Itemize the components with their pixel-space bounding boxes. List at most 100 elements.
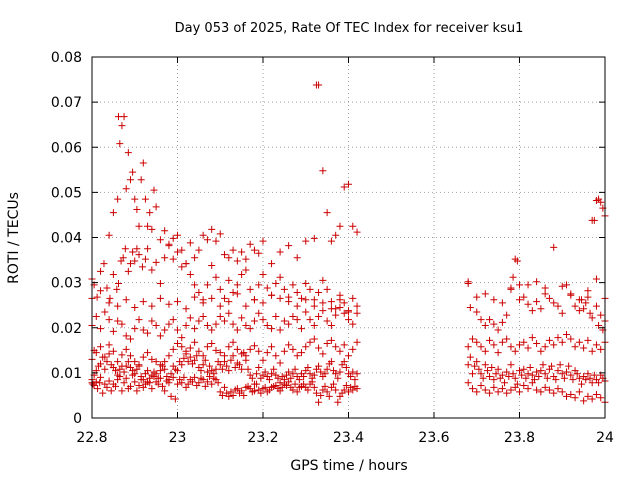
data-point xyxy=(597,345,605,353)
data-point xyxy=(310,302,318,310)
data-point xyxy=(139,298,147,306)
data-point xyxy=(197,367,205,375)
data-point xyxy=(131,325,139,333)
data-point xyxy=(233,281,241,289)
data-point xyxy=(191,356,199,364)
data-point xyxy=(537,388,545,396)
data-point xyxy=(238,350,246,358)
data-point xyxy=(131,257,139,265)
data-point xyxy=(174,326,181,334)
data-point xyxy=(144,329,152,337)
data-point xyxy=(584,293,592,301)
data-point xyxy=(114,302,122,310)
data-point xyxy=(97,373,105,381)
data-point xyxy=(588,379,596,387)
data-point xyxy=(103,383,111,391)
data-point xyxy=(332,370,340,378)
data-point xyxy=(97,325,105,333)
data-point xyxy=(552,376,560,384)
data-point xyxy=(97,360,105,368)
data-point xyxy=(507,386,515,394)
data-point xyxy=(139,376,147,384)
data-point xyxy=(150,186,158,194)
data-point xyxy=(216,302,224,310)
data-point xyxy=(332,343,340,351)
data-point xyxy=(285,242,293,250)
data-point xyxy=(586,374,594,382)
data-point xyxy=(203,281,211,289)
data-point xyxy=(96,379,104,387)
data-point xyxy=(556,361,564,369)
data-point xyxy=(554,385,562,393)
data-point xyxy=(533,368,541,376)
data-point xyxy=(340,386,348,394)
data-point xyxy=(250,387,258,395)
data-point xyxy=(584,370,592,378)
data-point xyxy=(554,302,562,310)
data-point xyxy=(327,298,335,306)
data-point xyxy=(554,367,562,375)
data-point xyxy=(114,371,122,379)
data-point xyxy=(464,379,472,387)
data-point xyxy=(584,336,592,344)
data-point xyxy=(490,296,498,304)
x-tick-label: 24 xyxy=(596,430,614,446)
data-point xyxy=(242,352,250,360)
data-point xyxy=(533,340,541,348)
data-point xyxy=(304,363,312,371)
data-point xyxy=(345,308,352,316)
data-point xyxy=(588,314,596,322)
data-point xyxy=(141,195,149,203)
data-point xyxy=(161,358,169,366)
data-point xyxy=(481,347,489,355)
data-point xyxy=(139,159,147,167)
data-point xyxy=(345,352,352,360)
y-tick-label: 0.02 xyxy=(51,321,82,337)
data-point xyxy=(255,249,263,257)
data-point xyxy=(195,289,203,297)
data-point xyxy=(156,361,164,369)
data-point xyxy=(516,281,523,289)
data-point xyxy=(319,276,327,284)
data-point xyxy=(520,338,528,346)
data-point xyxy=(135,316,143,324)
data-point xyxy=(263,321,271,329)
data-point xyxy=(227,388,235,396)
data-point xyxy=(321,370,329,378)
data-point xyxy=(524,300,532,308)
data-point xyxy=(272,352,280,360)
data-point xyxy=(131,195,139,203)
data-point xyxy=(208,326,216,334)
data-point xyxy=(105,316,113,324)
data-point xyxy=(520,382,528,390)
data-point xyxy=(165,320,173,328)
data-point xyxy=(206,362,214,370)
data-point xyxy=(106,294,114,302)
data-point xyxy=(259,316,267,324)
data-point xyxy=(291,365,299,373)
data-point xyxy=(144,367,152,375)
data-point xyxy=(229,352,237,360)
data-point xyxy=(229,289,237,297)
data-point xyxy=(558,282,566,290)
data-point xyxy=(257,389,265,397)
data-point xyxy=(518,371,526,379)
data-point xyxy=(466,303,474,311)
data-point xyxy=(310,371,318,379)
data-point xyxy=(325,392,333,400)
data-point xyxy=(332,231,340,239)
data-point xyxy=(315,312,323,320)
data-point xyxy=(195,379,203,387)
data-point xyxy=(507,361,515,369)
y-tick-label: 0.07 xyxy=(51,95,82,111)
data-point xyxy=(180,354,188,362)
data-point xyxy=(293,254,301,262)
data-point xyxy=(214,379,222,387)
data-point xyxy=(178,379,186,387)
data-point xyxy=(225,276,233,284)
data-point xyxy=(293,289,301,297)
y-axis-label: ROTI / TECUs xyxy=(6,192,22,284)
data-point xyxy=(498,299,506,307)
data-point xyxy=(526,363,534,371)
